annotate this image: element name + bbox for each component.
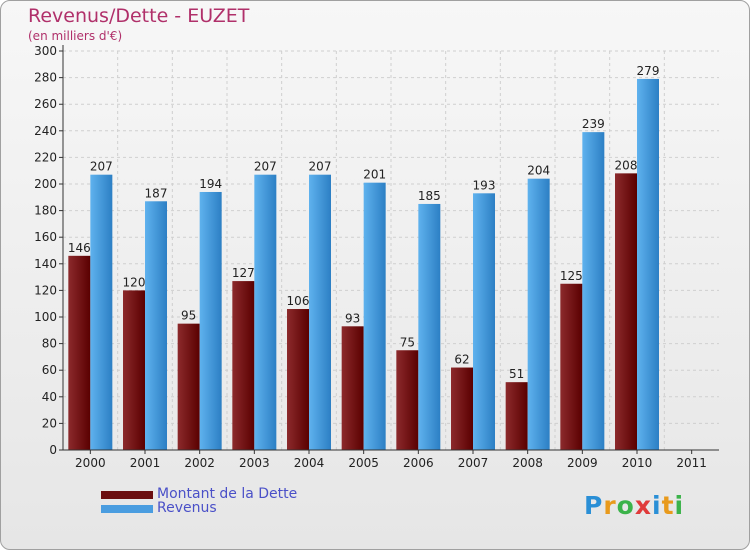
axes — [59, 45, 719, 454]
data-label: 207 — [254, 160, 277, 174]
legend-swatch-debt — [101, 491, 153, 499]
data-label: 207 — [309, 160, 332, 174]
bar-revenus — [145, 201, 167, 450]
bar-revenus — [582, 132, 605, 450]
proxiti-logo: Proxiti — [584, 491, 685, 520]
data-label: 95 — [181, 309, 196, 323]
data-label: 193 — [473, 178, 496, 192]
bar-revenus — [527, 178, 550, 450]
y-tick-label: 200 — [34, 177, 57, 191]
y-tick-label: 160 — [34, 230, 57, 244]
y-tick-label: 60 — [42, 363, 57, 377]
labels: 0 20 40 60 80 100 120 140 160 180 200 220 240 260 280 3… — [34, 44, 707, 470]
data-label: 187 — [145, 186, 168, 200]
bar-debt — [451, 367, 473, 450]
bar-debt — [341, 326, 364, 450]
data-label: 204 — [527, 164, 550, 178]
y-tick-label: 220 — [34, 150, 57, 164]
data-label: 75 — [400, 335, 415, 349]
bar-revenus — [473, 193, 495, 450]
y-tick-label: 100 — [34, 310, 57, 324]
legend-label-debt: Montant de la Dette — [157, 486, 298, 502]
y-tick-label: 260 — [34, 97, 57, 111]
x-tick-label: 2011 — [676, 456, 707, 470]
data-label: 146 — [68, 241, 91, 255]
bar-debt — [505, 382, 528, 450]
y-tick-label: 20 — [42, 416, 57, 430]
data-label: 201 — [363, 168, 386, 182]
data-label: 207 — [90, 160, 113, 174]
y-tick-label: 0 — [49, 443, 57, 457]
data-label: 185 — [418, 189, 441, 203]
y-tick-label: 240 — [34, 124, 57, 138]
y-tick-label: 280 — [34, 71, 57, 85]
bar-debt — [396, 350, 419, 450]
bar-revenus — [254, 174, 277, 450]
x-tick-label: 2005 — [348, 456, 379, 470]
legend-swatch-revenus — [101, 505, 153, 513]
y-tick-label: 140 — [34, 257, 57, 271]
x-tick-label: 2001 — [130, 456, 161, 470]
data-label: 120 — [123, 275, 146, 289]
legend-label-revenus: Revenus — [157, 500, 217, 516]
x-tick-label: 2010 — [622, 456, 653, 470]
bar-debt — [287, 309, 309, 450]
x-tick-label: 2007 — [458, 456, 489, 470]
data-label: 208 — [615, 158, 638, 172]
bar-revenus — [199, 191, 222, 451]
x-tick-label: 2004 — [294, 456, 325, 470]
bar-debt — [68, 255, 91, 450]
x-tick-label: 2009 — [567, 456, 598, 470]
bar-revenus — [637, 78, 659, 451]
bars — [68, 78, 659, 451]
x-tick-label: 2002 — [184, 456, 215, 470]
y-tick-label: 80 — [42, 337, 57, 351]
bar-revenus — [363, 182, 386, 451]
data-label: 125 — [560, 269, 583, 283]
bar-debt — [123, 290, 145, 450]
x-tick-label: 2006 — [403, 456, 434, 470]
bar-revenus — [418, 203, 441, 450]
y-tick-label: 180 — [34, 204, 57, 218]
data-label: 51 — [509, 367, 524, 381]
y-tick-label: 120 — [34, 283, 57, 297]
data-label: 106 — [287, 294, 310, 308]
chart-subtitle: (en milliers d'€) — [28, 29, 123, 43]
bar-debt — [615, 173, 637, 451]
data-label: 239 — [582, 117, 605, 131]
bar-debt — [560, 283, 583, 450]
data-label: 194 — [199, 177, 222, 191]
x-tick-label: 2003 — [239, 456, 270, 470]
data-label: 127 — [232, 266, 255, 280]
bar-debt — [177, 323, 200, 450]
x-tick-label: 2000 — [75, 456, 106, 470]
x-tick-label: 2008 — [512, 456, 543, 470]
y-tick-label: 300 — [34, 44, 57, 58]
bar-debt — [232, 281, 255, 450]
data-label: 62 — [454, 353, 469, 367]
bar-revenus — [90, 174, 113, 450]
bar-revenus — [309, 174, 331, 450]
chart-title: Revenus/Dette - EUZET — [28, 5, 250, 27]
y-tick-label: 40 — [42, 390, 57, 404]
data-label: 93 — [345, 311, 360, 325]
grid-lines — [63, 50, 719, 450]
data-label: 279 — [637, 64, 660, 78]
